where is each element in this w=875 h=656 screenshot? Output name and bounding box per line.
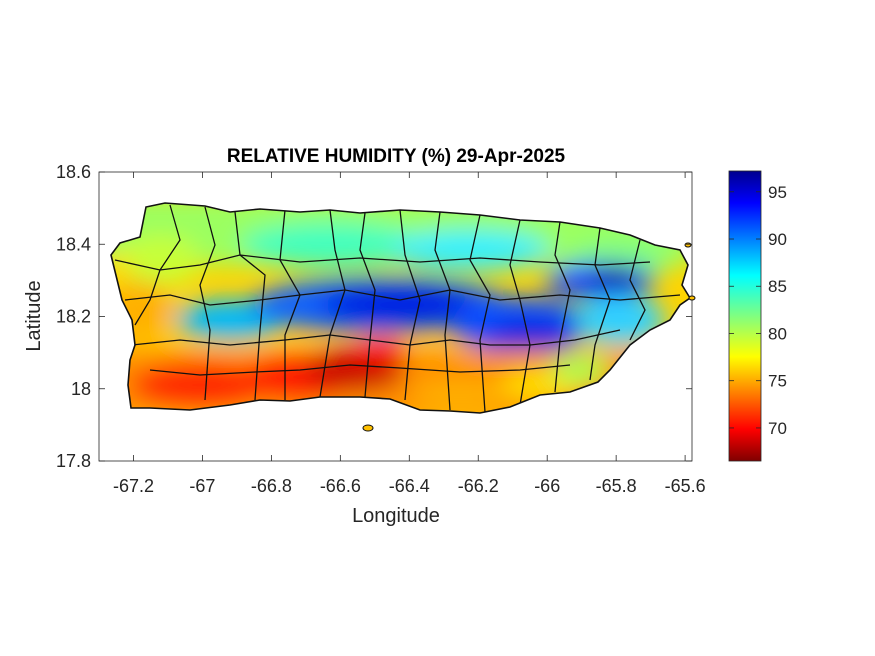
x-tick-label: -66 [534,476,560,496]
x-axis-label: Longitude [352,505,440,527]
colorbar [728,170,762,462]
x-tick-label: -65.8 [596,476,637,496]
y-tick-label: 17.8 [56,451,91,471]
colorbar-tick-label: 70 [768,419,787,438]
humidity-field [111,203,690,413]
x-tick-label: -66.8 [251,476,292,496]
x-tick-label: -65.6 [665,476,706,496]
colorbar-ticks: 70 75 80 85 90 95 [729,183,787,438]
x-tick-labels: -67.2 -67 -66.8 -66.6 -66.4 -66.2 -66 -65.8 -65.… [113,476,706,496]
colorbar-tick-label: 85 [768,277,787,296]
colorbar-tick-label: 80 [768,324,787,343]
municipality-boundaries [114,204,681,413]
y-tick-label: 18.2 [56,307,91,327]
islets [362,242,696,432]
x-tick-label: -66.4 [389,476,430,496]
colorbar-tick-label: 90 [768,230,787,249]
y-axis-label: Latitude [23,280,45,351]
x-tick-label: -67 [189,476,215,496]
y-tick-label: 18.6 [56,162,91,182]
colorbar-tick-label: 95 [768,183,787,202]
y-tick-label: 18 [71,379,91,399]
x-tick-label: -67.2 [113,476,154,496]
chart-title: RELATIVE HUMIDITY (%) 29-Apr-2025 [227,146,566,167]
colorbar-tick-label: 75 [768,372,787,391]
island-coastline [110,202,692,414]
x-tick-label: -66.6 [320,476,361,496]
y-tick-labels: 17.8 18 18.2 18.4 18.6 [56,162,91,471]
y-tick-label: 18.4 [56,234,91,254]
axis-ticks [99,171,692,462]
x-tick-label: -66.2 [458,476,499,496]
